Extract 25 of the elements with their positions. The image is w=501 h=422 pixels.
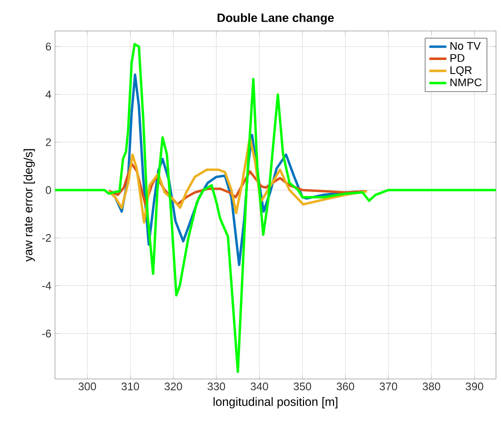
chart-title: Double Lane change — [218, 13, 334, 24]
legend-label: No TV — [450, 42, 481, 50]
legend-label: PD — [450, 54, 464, 62]
x-axis-title: longitudinal position [m] — [214, 397, 338, 408]
x-tick-label: 330 — [208, 382, 226, 390]
x-tick-label: 360 — [336, 382, 354, 390]
legend-label: LQR — [450, 66, 472, 76]
x-tick-label: 340 — [250, 382, 268, 390]
y-tick-label: 6 — [46, 42, 51, 50]
x-tick-label: 310 — [122, 382, 140, 390]
x-tick-label: 300 — [78, 382, 96, 390]
line-series — [108, 136, 368, 224]
x-tick-label: 320 — [164, 382, 182, 390]
x-tick-label: 350 — [294, 382, 312, 390]
y-tick-label: -2 — [42, 234, 51, 242]
x-tick-label: 390 — [466, 382, 484, 390]
x-tick-label: 370 — [380, 382, 398, 390]
legend-label: NMPC — [450, 78, 482, 86]
y-tick-label: 4 — [46, 90, 52, 98]
y-tick-label: 2 — [46, 138, 51, 146]
y-axis-title: yaw rate error [deg/s] — [24, 149, 35, 262]
y-tick-label: -6 — [42, 330, 51, 338]
x-tick-label: 380 — [422, 382, 440, 390]
y-tick-label: 0 — [46, 186, 52, 194]
y-tick-label: -4 — [42, 282, 52, 290]
